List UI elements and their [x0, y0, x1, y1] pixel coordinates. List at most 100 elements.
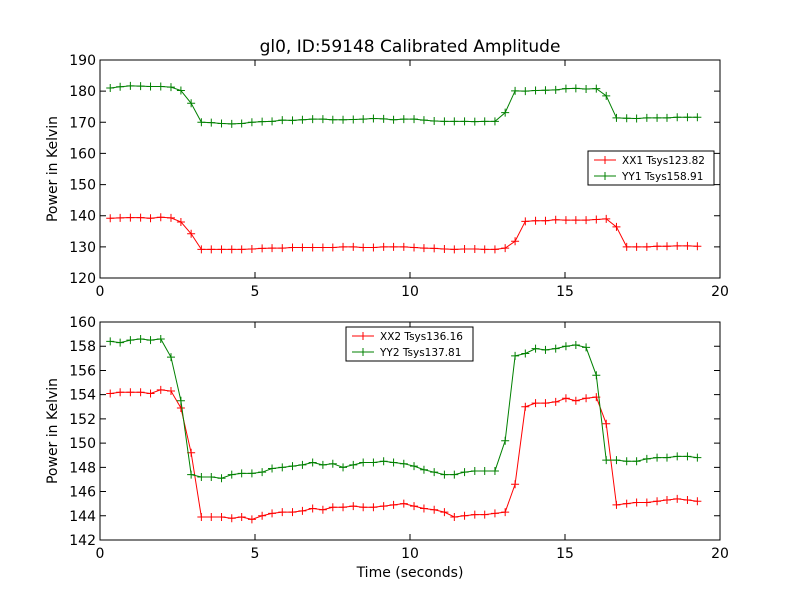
data-point [470, 117, 479, 126]
y-tick-label: 154 [69, 388, 96, 404]
data-point [349, 460, 358, 469]
data-point [227, 470, 236, 479]
data-point [490, 245, 499, 254]
data-point [359, 115, 368, 124]
data-point [653, 497, 662, 506]
data-point [217, 119, 226, 128]
data-point [541, 216, 550, 225]
data-point [612, 222, 621, 231]
data-point [541, 399, 550, 408]
x-tick-label: 20 [711, 546, 729, 562]
data-point [582, 216, 591, 225]
data-point [156, 213, 165, 222]
data-point [166, 387, 175, 396]
data-point [571, 216, 580, 225]
data-point [146, 214, 155, 223]
data-point [176, 217, 185, 226]
data-point [612, 113, 621, 122]
data-point [693, 497, 702, 506]
data-point [187, 470, 196, 479]
data-point [207, 512, 216, 521]
data-point [339, 503, 348, 512]
data-point [106, 389, 115, 398]
data-point [501, 108, 510, 117]
legend: XX2 Tsys136.16 YY2 Tsys137.81 [345, 326, 474, 362]
data-point [450, 512, 459, 521]
data-point [197, 473, 206, 482]
data-point [288, 243, 297, 252]
data-point [440, 470, 449, 479]
data-point [673, 494, 682, 503]
data-point [419, 244, 428, 253]
data-point [379, 457, 388, 466]
data-point [541, 86, 550, 95]
data-point [328, 243, 337, 252]
data-point [349, 502, 358, 511]
data-point [197, 118, 206, 127]
x-tick-label: 5 [251, 284, 260, 300]
y-tick-label: 142 [69, 533, 96, 549]
data-point [136, 82, 145, 91]
data-point [622, 499, 631, 508]
x-tick-label: 20 [711, 284, 729, 300]
data-point [318, 460, 327, 469]
data-point [531, 216, 540, 225]
data-point [278, 244, 287, 253]
data-point [521, 217, 530, 226]
y-tick-label: 152 [69, 412, 96, 428]
data-point [683, 241, 692, 250]
data-point [217, 512, 226, 521]
data-point [369, 458, 378, 467]
data-point [126, 388, 135, 397]
data-point [227, 245, 236, 254]
data-point [642, 113, 651, 122]
data-point [592, 215, 601, 224]
data-point [592, 84, 601, 93]
y-tick-label: 156 [69, 363, 96, 379]
data-point [460, 117, 469, 126]
data-point [288, 508, 297, 517]
data-point [328, 459, 337, 468]
data-point [126, 81, 135, 90]
data-point [156, 385, 165, 394]
data-point [288, 462, 297, 471]
data-point [490, 117, 499, 126]
data-point [410, 115, 419, 124]
y-tick-label: 140 [69, 209, 96, 225]
data-point [662, 496, 671, 505]
data-point [176, 86, 185, 95]
legend-marker [359, 348, 367, 356]
x-tick-label: 15 [556, 284, 574, 300]
data-point [176, 403, 185, 412]
y-tick-label: 150 [69, 178, 96, 194]
data-point [470, 510, 479, 519]
data-point [136, 213, 145, 222]
data-point [602, 419, 611, 428]
x-tick-label: 10 [401, 284, 419, 300]
data-point [106, 337, 115, 346]
data-point [511, 86, 520, 95]
data-point [440, 245, 449, 254]
data-point [693, 453, 702, 462]
data-point [551, 397, 560, 406]
data-point [207, 473, 216, 482]
data-point [176, 396, 185, 405]
data-point [632, 457, 641, 466]
data-point [673, 113, 682, 122]
data-point [632, 242, 641, 251]
data-point [308, 243, 317, 252]
data-point [349, 242, 358, 251]
data-point [592, 371, 601, 380]
data-point [207, 118, 216, 127]
data-point [501, 436, 510, 445]
data-point [359, 243, 368, 252]
data-point [622, 457, 631, 466]
data-point [653, 453, 662, 462]
data-point [561, 84, 570, 93]
data-point [399, 242, 408, 251]
legend-label: XX1 Tsys123.82 [622, 155, 705, 167]
data-point [693, 242, 702, 251]
data-point [440, 117, 449, 126]
data-point [551, 215, 560, 224]
